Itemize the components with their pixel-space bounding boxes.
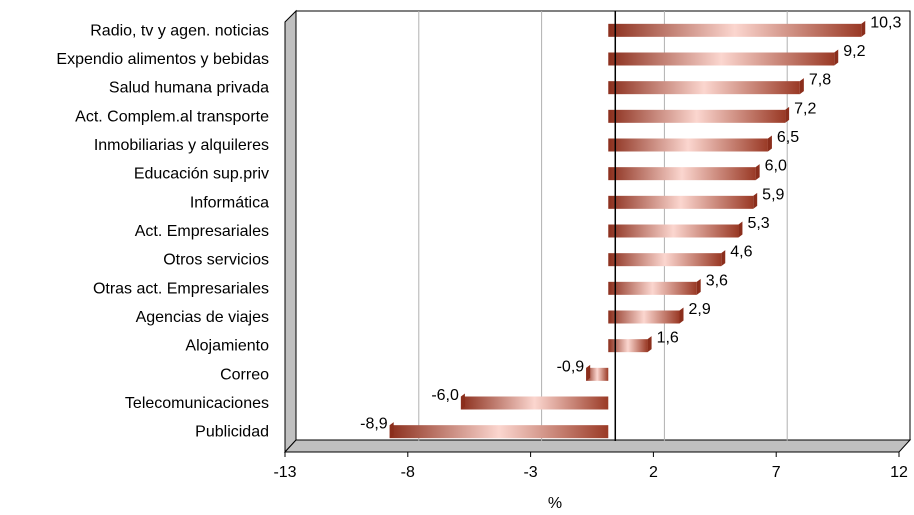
bar-end xyxy=(647,336,652,353)
bar-end xyxy=(753,192,758,209)
category-label: Otras act. Empresariales xyxy=(93,280,269,297)
value-label: 9,2 xyxy=(843,43,865,60)
bar xyxy=(608,135,772,152)
category-label: Expendio alimentos y bebidas xyxy=(56,51,269,68)
category-label: Informática xyxy=(190,194,269,211)
bar-face xyxy=(608,167,756,181)
value-label: 2,9 xyxy=(689,301,711,318)
value-label: 3,6 xyxy=(706,272,728,289)
bar xyxy=(608,164,760,181)
bar-face xyxy=(608,52,835,66)
value-labels: 10,3 9,2 7,8 7,2 6,5 6,0 5,9 5,3 4,63,6 2,9 1,6 -0,… xyxy=(360,14,901,432)
bar-face xyxy=(608,224,739,238)
bar-end xyxy=(389,422,394,439)
bar-end xyxy=(799,78,804,95)
value-label: 10,3 xyxy=(870,14,901,31)
value-label: 5,3 xyxy=(747,215,769,232)
category-label: Act. Complem.al transporte xyxy=(75,108,269,125)
category-label: Otros servicios xyxy=(163,252,269,269)
bar-end xyxy=(755,164,760,181)
x-axis-title: % xyxy=(548,495,562,512)
value-label: -8,9 xyxy=(360,416,388,433)
bar xyxy=(608,278,701,295)
bar xyxy=(586,364,609,381)
x-tick-label: -3 xyxy=(523,464,537,481)
value-label: 5,9 xyxy=(762,186,784,203)
bar-face xyxy=(608,281,697,295)
bar xyxy=(608,221,743,238)
category-label: Agencias de viajes xyxy=(136,309,269,326)
value-label: 6,5 xyxy=(777,129,799,146)
bar-end xyxy=(861,20,866,37)
bar-face xyxy=(586,367,609,381)
category-label: Educación sup.priv xyxy=(134,166,269,183)
bar xyxy=(608,250,726,267)
side-wall xyxy=(284,9,297,454)
category-labels: Radio, tv y agen. noticias Expendio alime… xyxy=(56,22,269,440)
bar xyxy=(608,106,790,123)
bar-face xyxy=(389,425,609,439)
bar-face xyxy=(608,109,786,123)
floor xyxy=(283,439,912,453)
bar-face xyxy=(608,81,800,95)
category-label: Alojamiento xyxy=(185,338,269,355)
bar xyxy=(608,49,839,66)
bar-face xyxy=(608,23,862,37)
bar-end xyxy=(696,278,701,295)
category-label: Publicidad xyxy=(195,424,269,441)
x-tick-label: 12 xyxy=(890,464,908,481)
bar-end xyxy=(785,106,790,123)
bar-end xyxy=(767,135,772,152)
value-label: -6,0 xyxy=(431,387,459,404)
bar xyxy=(608,336,652,353)
category-label: Salud humana privada xyxy=(109,80,269,97)
value-label: -0,9 xyxy=(557,358,585,375)
bar-face xyxy=(608,310,680,324)
value-label: 7,8 xyxy=(809,72,831,89)
bar xyxy=(608,307,684,324)
category-label: Correo xyxy=(220,366,269,383)
bar xyxy=(608,78,804,95)
bar xyxy=(460,393,609,410)
x-axis: -13 -8 -3 2 7 12 xyxy=(273,451,908,481)
x-tick-label: 2 xyxy=(649,464,658,481)
value-label: 7,2 xyxy=(794,100,816,117)
value-label: 4,6 xyxy=(730,244,752,261)
bar-end xyxy=(679,307,684,324)
bar-face xyxy=(608,195,754,209)
bar-end xyxy=(738,221,743,238)
category-label: Telecomunicaciones xyxy=(125,395,269,412)
bar-face xyxy=(608,253,722,267)
bar-face xyxy=(608,138,768,152)
category-label: Radio, tv y agen. noticias xyxy=(90,22,269,39)
bar-face xyxy=(460,396,609,410)
bar-end xyxy=(834,49,839,66)
x-tick-label: 7 xyxy=(772,464,781,481)
category-label: Act. Empresariales xyxy=(135,223,269,240)
category-label: Inmobiliarias y alquileres xyxy=(94,137,269,154)
x-tick-label: -8 xyxy=(401,464,415,481)
value-label: 6,0 xyxy=(765,158,787,175)
bar-end xyxy=(460,393,465,410)
x-tick-label: -13 xyxy=(273,464,296,481)
bar xyxy=(608,192,758,209)
bar-end xyxy=(721,250,726,267)
bars xyxy=(389,20,866,439)
bar-face xyxy=(608,339,648,353)
bar xyxy=(608,20,866,37)
bar-end xyxy=(586,364,591,381)
value-label: 1,6 xyxy=(657,330,679,347)
bar xyxy=(389,422,609,439)
